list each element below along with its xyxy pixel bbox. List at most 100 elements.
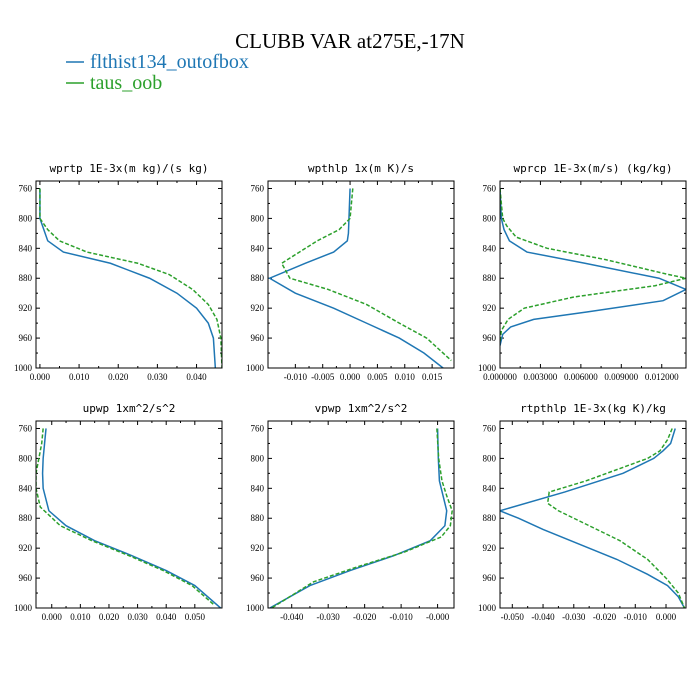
series-group [39, 188, 222, 368]
series-line-flthist134 [269, 428, 448, 608]
y-tick-label: 760 [19, 183, 33, 193]
figure-title: CLUBB VAR at275E,-17N [235, 29, 465, 53]
series-line-flthist134 [500, 188, 686, 346]
chart-panel: wprtp 1E-3x(m kg)/(s kg) 760 800 840 880 920 9… [14, 162, 223, 382]
x-tick-label: 0.000 [656, 612, 677, 622]
x-tick-label: 0.000 [340, 372, 361, 382]
y-tick-label: 800 [19, 453, 33, 463]
x-tick-label: 0.020 [108, 372, 129, 382]
plot-frame [499, 420, 687, 609]
y-tick-label: 840 [483, 243, 497, 253]
y-tick-label: 1000 [246, 603, 265, 613]
series-line-flthist134 [500, 428, 686, 608]
panel-title: wprcp 1E-3x(m/s) (kg/kg) [514, 162, 673, 175]
x-tick-label: 0.005 [367, 372, 388, 382]
y-tick-label: 960 [251, 573, 265, 583]
y-tick-label: 880 [19, 513, 33, 523]
series-line-flthist134 [41, 428, 222, 608]
x-tick-label: 0.009000 [604, 372, 638, 382]
x-tick-label: 0.010 [70, 612, 91, 622]
x-tick-label: 0.012000 [645, 372, 679, 382]
chart-panel: wpthlp 1x(m K)/s 760 800 840 880 920 960 1000 -0… [246, 162, 455, 382]
y-tick-label: 1000 [478, 603, 497, 613]
y-tick-label: 760 [483, 183, 497, 193]
y-tick-label: 840 [19, 483, 33, 493]
panel-title: rtpthlp 1E-3x(kg K)/kg [520, 402, 666, 415]
x-tick-label: -0.040 [280, 612, 304, 622]
series-line-flthist134 [39, 188, 217, 368]
y-tick-label: 880 [251, 513, 265, 523]
y-tick-label: 880 [251, 273, 265, 283]
series-line-taus-oob [39, 188, 222, 368]
x-tick-label: -0.010 [284, 372, 308, 382]
plot-frame [35, 180, 223, 369]
x-tick-label: -0.010 [389, 612, 413, 622]
series-group [269, 428, 453, 608]
x-tick-label: -0.010 [624, 612, 648, 622]
y-tick-label: 920 [251, 303, 265, 313]
y-tick-label: 920 [483, 543, 497, 553]
panels: wprtp 1E-3x(m kg)/(s kg) 760 800 840 880 920 9… [14, 162, 687, 622]
panel-title: vpwp 1xm^2/s^2 [315, 402, 408, 415]
x-tick-label: 0.010 [69, 372, 90, 382]
x-tick-label: 0.006000 [564, 372, 598, 382]
x-tick-label: 0.000000 [483, 372, 517, 382]
x-tick-label: 0.030 [147, 372, 168, 382]
chart-panel: vpwp 1xm^2/s^2 760 800 840 880 920 960 1000 -0.0… [246, 402, 455, 622]
x-tick-label: 0.015 [422, 372, 443, 382]
series-line-taus-oob [280, 188, 452, 362]
y-tick-label: 1000 [478, 363, 497, 373]
x-tick-label: -0.040 [531, 612, 555, 622]
series-group [500, 428, 686, 608]
y-tick-label: 1000 [14, 603, 33, 613]
series-line-taus-oob [271, 428, 453, 608]
x-tick-label: -0.050 [501, 612, 525, 622]
x-tick-label: 0.040 [186, 372, 207, 382]
y-tick-label: 960 [483, 573, 497, 583]
y-tick-label: 800 [251, 453, 265, 463]
chart-panel: upwp 1xm^2/s^2 760 800 840 880 920 960 1000 0.00… [14, 402, 223, 622]
y-tick-label: 960 [19, 573, 33, 583]
panel-title: wpthlp 1x(m K)/s [308, 162, 414, 175]
series-line-taus-oob [500, 188, 686, 342]
x-tick-label: -0.020 [593, 612, 617, 622]
series-line-flthist134 [268, 188, 444, 368]
y-tick-label: 760 [251, 423, 265, 433]
y-tick-label: 840 [483, 483, 497, 493]
x-tick-label: -0.020 [353, 612, 377, 622]
y-tick-label: 960 [483, 333, 497, 343]
x-tick-label: 0.030 [127, 612, 148, 622]
y-tick-label: 760 [483, 423, 497, 433]
series-line-taus-oob [546, 428, 686, 608]
panel-title: wprtp 1E-3x(m kg)/(s kg) [50, 162, 209, 175]
plot-frame [35, 420, 223, 609]
y-tick-label: 960 [251, 333, 265, 343]
y-tick-label: 840 [19, 243, 33, 253]
y-tick-label: 800 [19, 213, 33, 223]
chart-panel: rtpthlp 1E-3x(kg K)/kg 760 800 840 880 920 960… [478, 402, 687, 622]
plot-frame [499, 180, 687, 369]
x-tick-label: 0.050 [185, 612, 206, 622]
y-tick-label: 840 [251, 483, 265, 493]
series-group [36, 428, 222, 608]
panel-title: upwp 1xm^2/s^2 [83, 402, 176, 415]
chart-panel: wprcp 1E-3x(m/s) (kg/kg) 760 800 840 880 920 9… [478, 162, 687, 382]
y-tick-label: 920 [19, 543, 33, 553]
legend-label: taus_oob [90, 72, 162, 94]
y-tick-label: 1000 [14, 363, 33, 373]
y-tick-label: 920 [251, 543, 265, 553]
y-tick-label: 920 [19, 303, 33, 313]
y-tick-label: 880 [483, 513, 497, 523]
x-tick-label: -0.030 [317, 612, 341, 622]
legend-label: flthist134_outofbox [90, 51, 249, 73]
y-tick-label: 800 [483, 453, 497, 463]
y-tick-label: 1000 [246, 363, 265, 373]
x-tick-label: 0.000 [30, 372, 51, 382]
series-line-taus-oob [36, 428, 214, 605]
y-tick-label: 920 [483, 303, 497, 313]
y-tick-label: 880 [19, 273, 33, 283]
plot-frame [267, 180, 455, 369]
x-tick-label: 0.040 [156, 612, 177, 622]
